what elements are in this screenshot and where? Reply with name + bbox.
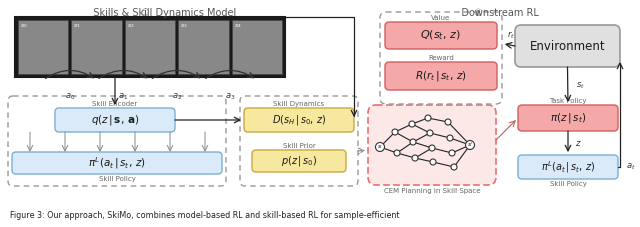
Circle shape [429, 145, 435, 151]
Text: Skill Dynamics: Skill Dynamics [273, 101, 324, 107]
Text: $r_t$: $r_t$ [506, 30, 515, 41]
Bar [178, 20, 228, 74]
Circle shape [445, 119, 451, 125]
FancyBboxPatch shape [385, 62, 497, 90]
Text: $p(z\,|\,s_0)$: $p(z\,|\,s_0)$ [281, 154, 317, 168]
Text: $a_3$: $a_3$ [225, 91, 236, 101]
Text: Skill Encoder: Skill Encoder [92, 101, 138, 107]
Text: $z$: $z$ [575, 138, 582, 148]
Text: $s$: $s$ [378, 143, 383, 151]
Circle shape [409, 121, 415, 127]
FancyBboxPatch shape [385, 22, 497, 49]
Circle shape [451, 164, 457, 170]
FancyBboxPatch shape [518, 155, 618, 179]
Text: Skill Policy: Skill Policy [550, 181, 586, 187]
Circle shape [376, 143, 385, 151]
Text: Skill Policy: Skill Policy [99, 176, 136, 182]
Text: $s_0$: $s_0$ [20, 22, 28, 30]
Text: $a_2$: $a_2$ [172, 91, 182, 101]
FancyBboxPatch shape [244, 108, 354, 132]
Circle shape [430, 159, 436, 165]
Circle shape [410, 139, 416, 145]
Text: $s_2$: $s_2$ [127, 22, 134, 30]
Text: $s_4$: $s_4$ [234, 22, 241, 30]
Text: Environment: Environment [530, 39, 605, 52]
Text: $a_0$: $a_0$ [65, 91, 75, 101]
Text: CEM Planning in Skill Space: CEM Planning in Skill Space [384, 188, 480, 194]
FancyBboxPatch shape [368, 105, 496, 185]
FancyBboxPatch shape [252, 150, 346, 172]
FancyBboxPatch shape [518, 105, 618, 131]
Bar [232, 20, 282, 74]
Circle shape [427, 130, 433, 136]
Text: $s_1$: $s_1$ [74, 22, 81, 30]
Text: Skill Prior: Skill Prior [283, 143, 316, 149]
Text: Task Policy: Task Policy [549, 98, 587, 104]
Text: Figure 3: Our approach, SkiMo, combines model-based RL and skill-based RL for sa: Figure 3: Our approach, SkiMo, combines … [10, 211, 399, 220]
FancyBboxPatch shape [12, 152, 222, 174]
Text: Downstream RL: Downstream RL [452, 8, 538, 18]
Bar [72, 20, 122, 74]
Bar [125, 20, 175, 74]
Bar [15, 17, 285, 77]
Text: Skills & Skill Dynamics Model: Skills & Skill Dynamics Model [84, 8, 236, 18]
Text: $s'$: $s'$ [467, 141, 474, 149]
Bar [18, 20, 68, 74]
Circle shape [392, 129, 398, 135]
Text: $\pi(z\,|\,s_t)$: $\pi(z\,|\,s_t)$ [550, 111, 586, 125]
Text: Reward: Reward [428, 55, 454, 61]
Circle shape [449, 150, 455, 156]
Text: $a_t$: $a_t$ [626, 162, 636, 172]
Text: ②: ② [474, 8, 483, 18]
Text: $Q(s_t,\,z)$: $Q(s_t,\,z)$ [420, 29, 461, 42]
Text: $R(r_t\,|\,s_t,\,z)$: $R(r_t\,|\,s_t,\,z)$ [415, 69, 467, 83]
FancyBboxPatch shape [515, 25, 620, 67]
Text: $\pi^L(a_t\,|\,s_t,\,z)$: $\pi^L(a_t\,|\,s_t,\,z)$ [88, 155, 146, 171]
Text: Value: Value [431, 15, 451, 21]
Circle shape [465, 141, 474, 150]
FancyBboxPatch shape [55, 108, 175, 132]
Text: ①: ① [141, 8, 149, 18]
Circle shape [425, 115, 431, 121]
Text: $q(z\,|\,\mathbf{s},\,\mathbf{a})$: $q(z\,|\,\mathbf{s},\,\mathbf{a})$ [91, 113, 139, 127]
Text: $D(s_H\,|\,s_0,\,z)$: $D(s_H\,|\,s_0,\,z)$ [272, 113, 326, 127]
Circle shape [394, 150, 400, 156]
Text: $s_t$: $s_t$ [576, 81, 585, 91]
Text: $a_1$: $a_1$ [118, 91, 129, 101]
Circle shape [412, 155, 418, 161]
Text: $s_3$: $s_3$ [180, 22, 188, 30]
Text: $\pi^L(a_t\,|\,s_t,\,z)$: $\pi^L(a_t\,|\,s_t,\,z)$ [541, 159, 595, 175]
Circle shape [447, 135, 453, 141]
